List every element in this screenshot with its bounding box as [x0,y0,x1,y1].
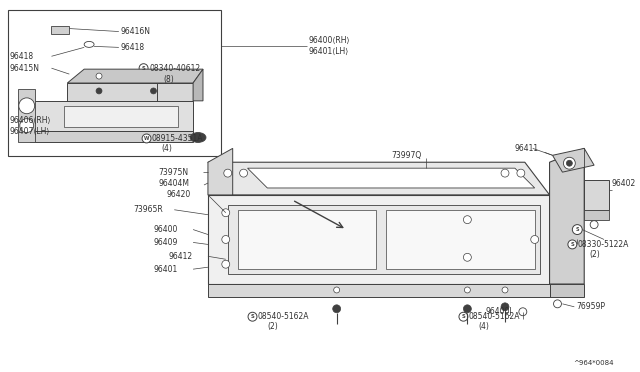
Text: S: S [141,66,145,71]
Circle shape [568,240,577,249]
Text: 73997Q: 73997Q [391,151,421,160]
Ellipse shape [190,132,206,142]
Text: 96420: 96420 [166,190,191,199]
Text: 08330-5122A: 08330-5122A [578,240,629,249]
Polygon shape [386,210,534,269]
Circle shape [96,73,102,79]
Text: 76959P: 76959P [576,302,605,311]
Text: W: W [144,136,149,141]
Text: 96400⟨RH⟩: 96400⟨RH⟩ [309,36,351,45]
Polygon shape [51,26,69,33]
Circle shape [459,312,468,321]
Text: 08540-5162A: 08540-5162A [469,312,520,321]
Polygon shape [248,168,534,188]
Text: 73965R: 73965R [134,205,163,214]
Text: ^964*0084: ^964*0084 [573,360,614,366]
Polygon shape [208,162,550,195]
Circle shape [224,169,232,177]
Text: (2): (2) [589,250,600,259]
Polygon shape [29,101,193,131]
Text: 96418: 96418 [121,43,145,52]
Bar [8,10,221,156]
Polygon shape [193,69,203,101]
Text: 96406⟨RH⟩: 96406⟨RH⟩ [10,116,51,125]
Circle shape [463,253,471,261]
Circle shape [20,119,34,132]
Circle shape [465,287,470,293]
Circle shape [222,209,230,217]
Text: 96418: 96418 [10,52,34,61]
Polygon shape [67,69,203,83]
Polygon shape [208,195,550,284]
Text: 96411: 96411 [515,144,539,153]
Text: 96402: 96402 [612,179,636,187]
Circle shape [142,134,151,143]
Text: 96412: 96412 [168,252,193,261]
Circle shape [222,260,230,268]
Circle shape [222,235,230,243]
Text: 96416N: 96416N [121,27,151,36]
Polygon shape [208,148,233,195]
Text: 96409: 96409 [154,238,178,247]
Text: (8): (8) [163,74,174,84]
Circle shape [554,300,561,308]
Polygon shape [550,148,584,284]
Ellipse shape [84,41,94,47]
Text: 96401: 96401 [154,264,178,274]
Polygon shape [65,106,178,126]
Circle shape [531,235,539,243]
Text: 73975N: 73975N [159,168,189,177]
Circle shape [333,287,340,293]
Polygon shape [584,180,609,210]
Circle shape [19,98,35,114]
Polygon shape [29,131,193,142]
Text: 96400J: 96400J [485,307,512,316]
Circle shape [517,169,525,177]
Circle shape [563,157,575,169]
Circle shape [150,88,156,94]
Text: 96400: 96400 [154,225,178,234]
Circle shape [501,303,509,311]
Text: S: S [251,314,254,319]
Text: 08540-5162A: 08540-5162A [258,312,310,321]
Polygon shape [237,210,376,269]
Text: (4): (4) [161,144,172,153]
Text: S: S [570,242,574,247]
Polygon shape [67,83,193,101]
Circle shape [248,312,257,321]
Circle shape [501,169,509,177]
Text: 08340-40612: 08340-40612 [149,64,200,73]
Circle shape [519,308,527,316]
Circle shape [333,305,340,313]
Polygon shape [552,148,594,172]
Circle shape [566,160,572,166]
Text: S: S [461,314,465,319]
Circle shape [463,216,471,224]
Circle shape [96,88,102,94]
Polygon shape [18,89,35,142]
Circle shape [463,305,471,313]
Polygon shape [550,284,584,297]
Text: (2): (2) [268,322,278,331]
Polygon shape [208,284,550,297]
Text: 96401⟨LH⟩: 96401⟨LH⟩ [309,47,349,56]
Text: (4): (4) [478,322,489,331]
Polygon shape [584,210,609,220]
Circle shape [572,225,582,234]
Circle shape [139,64,148,73]
Circle shape [239,169,248,177]
Circle shape [590,221,598,228]
Text: 08915-4351A: 08915-4351A [152,134,204,143]
Polygon shape [228,205,540,274]
Text: S: S [575,227,579,232]
Text: 96404M: 96404M [159,179,189,187]
Text: 96407⟨LH⟩: 96407⟨LH⟩ [10,127,51,136]
Circle shape [502,287,508,293]
Text: 96415N: 96415N [10,64,40,73]
